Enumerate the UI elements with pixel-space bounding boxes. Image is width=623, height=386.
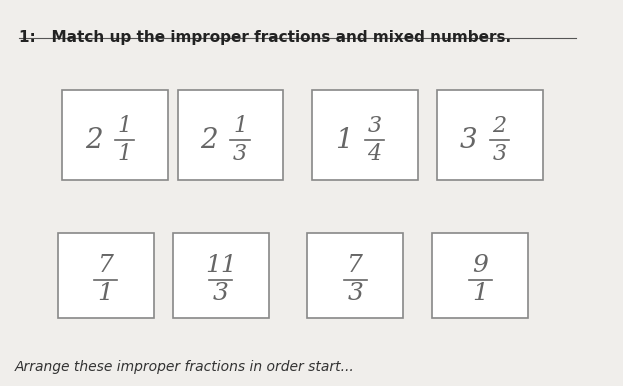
Text: 1: 1: [98, 283, 113, 305]
FancyBboxPatch shape: [307, 232, 403, 318]
Text: 3: 3: [213, 283, 229, 305]
FancyBboxPatch shape: [432, 232, 528, 318]
Text: 3: 3: [348, 283, 363, 305]
Text: 11: 11: [205, 254, 237, 278]
Text: 1: 1: [335, 127, 353, 154]
Text: 3: 3: [368, 115, 381, 137]
Text: 2: 2: [85, 127, 103, 154]
Text: 3: 3: [233, 143, 247, 165]
Text: 9: 9: [472, 254, 488, 278]
Text: 2: 2: [201, 127, 218, 154]
Text: 2: 2: [492, 115, 506, 137]
Text: 1: 1: [233, 115, 247, 137]
Text: 4: 4: [368, 143, 381, 165]
Text: 1:   Match up the improper fractions and mixed numbers.: 1: Match up the improper fractions and m…: [19, 30, 511, 45]
Text: 1: 1: [472, 283, 488, 305]
Text: 7: 7: [348, 254, 363, 278]
FancyBboxPatch shape: [62, 90, 168, 180]
FancyBboxPatch shape: [57, 232, 154, 318]
Text: Arrange these improper fractions in order start...: Arrange these improper fractions in orde…: [14, 360, 354, 374]
FancyBboxPatch shape: [173, 232, 269, 318]
Text: 3: 3: [492, 143, 506, 165]
FancyBboxPatch shape: [437, 90, 543, 180]
Text: 1: 1: [118, 115, 132, 137]
FancyBboxPatch shape: [312, 90, 417, 180]
Text: 1: 1: [118, 143, 132, 165]
Text: 7: 7: [98, 254, 113, 278]
Text: 3: 3: [460, 127, 477, 154]
FancyBboxPatch shape: [178, 90, 283, 180]
